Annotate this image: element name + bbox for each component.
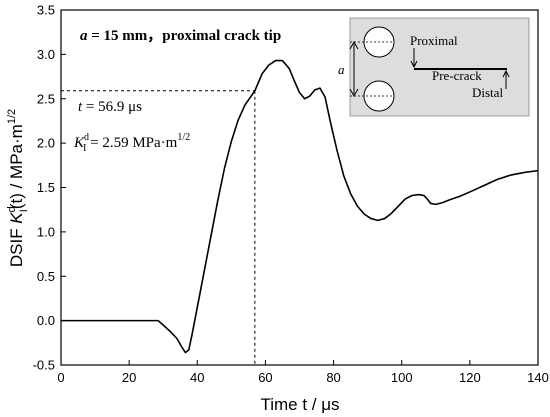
- inset-label-a: a: [338, 62, 345, 77]
- x-tick-label: 100: [391, 370, 413, 385]
- dsif-curve: [61, 59, 539, 354]
- title-annotation: a = 15 mm，proximal crack tip: [80, 28, 281, 44]
- y-axis-title: DSIF KdI(t) / MPa·m1/2: [6, 109, 30, 267]
- y-tick-label: 3.0: [37, 47, 55, 62]
- specimen-inset: a Proximal Pre-crack Distal: [338, 17, 530, 117]
- x-tick-label: 140: [527, 370, 549, 385]
- y-axis: -0.5 0.0 0.5 1.0 1.5 2.0 2.5 3.0 3.5: [33, 3, 66, 373]
- x-tick-label: 20: [122, 370, 136, 385]
- x-tick-label: 80: [326, 370, 340, 385]
- y-tick-label: 0.0: [37, 313, 55, 328]
- y-tick-label: 2.0: [37, 136, 55, 151]
- y-tick-label: 3.5: [37, 3, 55, 18]
- y-tick-label: 2.5: [37, 91, 55, 106]
- inset-label-distal: Distal: [472, 85, 503, 100]
- dsif-annotation: Kd I = 2.59 MPa·m1/2: [73, 132, 190, 154]
- inset-label-proximal: Proximal: [410, 33, 458, 48]
- x-tick-label: 120: [459, 370, 481, 385]
- x-tick-label: 60: [258, 370, 272, 385]
- x-axis-title: Time t / μs: [260, 395, 339, 414]
- y-tick-label: 1.0: [37, 224, 55, 239]
- inset-spacing-arrow-bottom: [349, 88, 359, 98]
- y-tick-label: 0.5: [37, 269, 55, 284]
- y-tick-label: -0.5: [33, 358, 55, 373]
- x-axis: 0 20 40 60 80 100 120 140: [57, 360, 549, 385]
- x-tick-label: 40: [190, 370, 204, 385]
- y-tick-label: 1.5: [37, 180, 55, 195]
- inset-label-precrack: Pre-crack: [432, 68, 482, 83]
- x-tick-label: 0: [57, 370, 64, 385]
- inset-distal-arrowhead: [502, 69, 510, 78]
- inset-spacing-arrow-top: [349, 40, 359, 50]
- inset-proximal-arrowhead: [410, 60, 418, 69]
- time-annotation: t = 56.9 μs: [78, 99, 142, 115]
